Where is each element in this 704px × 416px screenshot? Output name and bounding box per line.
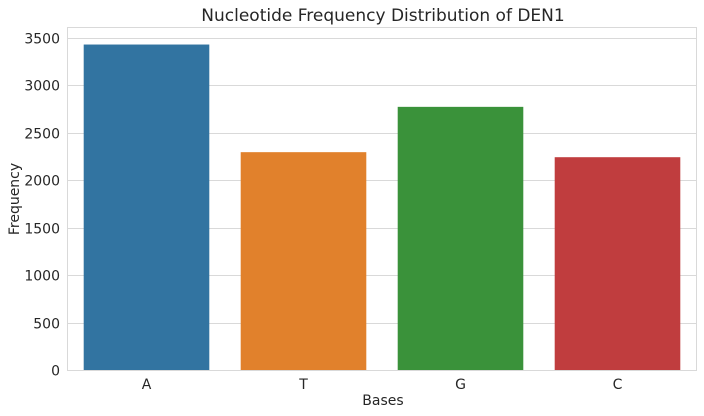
bar-A xyxy=(83,44,210,370)
y-tick-label: 1500 xyxy=(24,222,60,238)
x-tick-label: A xyxy=(142,377,152,393)
y-tick-label: 2000 xyxy=(24,174,60,190)
y-tick-label: 1000 xyxy=(24,269,60,285)
y-tick-label: 3500 xyxy=(24,32,60,48)
y-tick-label: 3000 xyxy=(24,79,60,95)
bar-T xyxy=(240,152,367,370)
plot-frame xyxy=(67,27,697,371)
y-tick-label: 2500 xyxy=(24,127,60,143)
y-tick-label: 0 xyxy=(51,364,60,380)
y-axis-ticks: 0 500 1000 1500 2000 2500 3000 3500 xyxy=(24,32,60,380)
x-axis-label: Bases xyxy=(362,393,403,409)
bar-G xyxy=(397,106,524,370)
bars xyxy=(83,44,681,370)
x-tick-label: T xyxy=(298,377,308,393)
bar-C xyxy=(554,157,681,370)
y-tick-label: 500 xyxy=(33,317,60,333)
x-tick-label: G xyxy=(455,377,466,393)
x-tick-label: C xyxy=(613,377,623,393)
chart-title: Nucleotide Frequency Distribution of DEN… xyxy=(201,6,564,26)
y-axis-label: Frequency xyxy=(7,163,23,235)
